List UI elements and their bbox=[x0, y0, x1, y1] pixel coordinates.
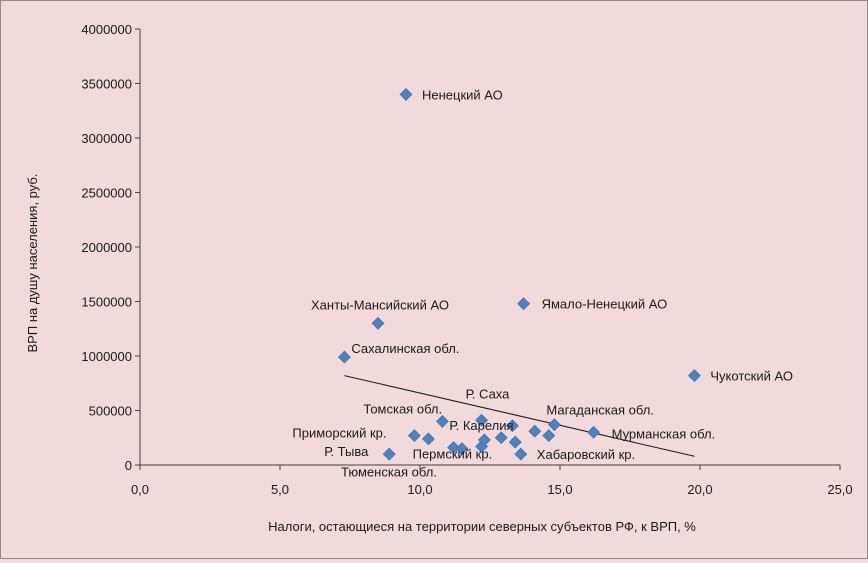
x-tick-label: 25,0 bbox=[827, 482, 852, 497]
x-tick-label: 20,0 bbox=[687, 482, 712, 497]
y-tick-label: 2500000 bbox=[81, 186, 132, 201]
data-point bbox=[508, 435, 522, 449]
x-tick-label: 15,0 bbox=[547, 482, 572, 497]
y-tick-label: 3000000 bbox=[81, 131, 132, 146]
data-point bbox=[475, 413, 489, 427]
point-label: Р. Карелия bbox=[449, 418, 513, 433]
data-point bbox=[505, 419, 519, 433]
data-point bbox=[382, 447, 396, 461]
data-point bbox=[528, 424, 542, 438]
x-tick-label: 0,0 bbox=[131, 482, 149, 497]
point-label: Пермский кр. bbox=[413, 446, 493, 461]
data-point bbox=[542, 429, 556, 442]
y-axis-title: ВРП на душу населения, руб. bbox=[25, 174, 40, 353]
point-label: Чукотский АО bbox=[710, 369, 793, 384]
y-tick-label: 500000 bbox=[89, 404, 132, 419]
x-tick-label: 10,0 bbox=[407, 482, 432, 497]
data-point bbox=[447, 441, 461, 454]
y-tick-label: 2000000 bbox=[81, 240, 132, 255]
data-point bbox=[587, 425, 601, 439]
y-tick-label: 3500000 bbox=[81, 77, 132, 92]
point-label: Сахалинская обл. bbox=[351, 341, 459, 356]
y-tick-group: 0 500000 1000000 1500000 2000000 2500000 30000… bbox=[81, 22, 140, 473]
y-tick-label: 1000000 bbox=[81, 349, 132, 364]
data-point bbox=[337, 350, 351, 364]
y-tick-label: 0 bbox=[125, 458, 132, 473]
point-label: Томская обл. bbox=[363, 401, 442, 416]
data-point bbox=[399, 87, 413, 101]
data-point bbox=[517, 297, 531, 311]
point-label: Ханты-Мансийский АО bbox=[311, 297, 449, 312]
point-label: Мурманская обл. bbox=[612, 426, 716, 441]
data-point bbox=[687, 369, 701, 383]
data-point bbox=[494, 431, 508, 445]
x-tick-label: 5,0 bbox=[271, 482, 289, 497]
point-label: Ненецкий АО bbox=[422, 87, 503, 102]
point-label-group: Ненецкий АО Ямало-Ненецкий АО Ханты-Мансий… bbox=[292, 87, 793, 479]
data-point bbox=[371, 316, 385, 330]
data-point bbox=[435, 414, 449, 428]
point-label: Р. Саха bbox=[466, 386, 511, 401]
point-label: Хабаровский кр. bbox=[537, 447, 635, 462]
point-label: Ямало-Ненецкий АО bbox=[542, 297, 668, 312]
point-group bbox=[337, 87, 701, 461]
point-label: Магаданская обл. bbox=[546, 403, 654, 418]
trend-line bbox=[344, 375, 695, 457]
data-point bbox=[547, 418, 561, 432]
data-point bbox=[421, 432, 435, 446]
data-point bbox=[477, 433, 491, 447]
x-axis-title: Налоги, остающиеся на территории северны… bbox=[268, 519, 696, 534]
data-point bbox=[407, 429, 421, 442]
point-label: Р. Тыва bbox=[324, 444, 369, 459]
y-tick-label: 1500000 bbox=[81, 295, 132, 310]
x-tick-group: 0,0 5,0 10,0 15,0 20,0 25,0 bbox=[131, 465, 853, 497]
data-point bbox=[514, 447, 528, 461]
y-tick-label: 4000000 bbox=[81, 22, 132, 37]
point-label: Тюменская обл. bbox=[341, 465, 437, 480]
point-label: Приморский кр. bbox=[292, 426, 386, 441]
